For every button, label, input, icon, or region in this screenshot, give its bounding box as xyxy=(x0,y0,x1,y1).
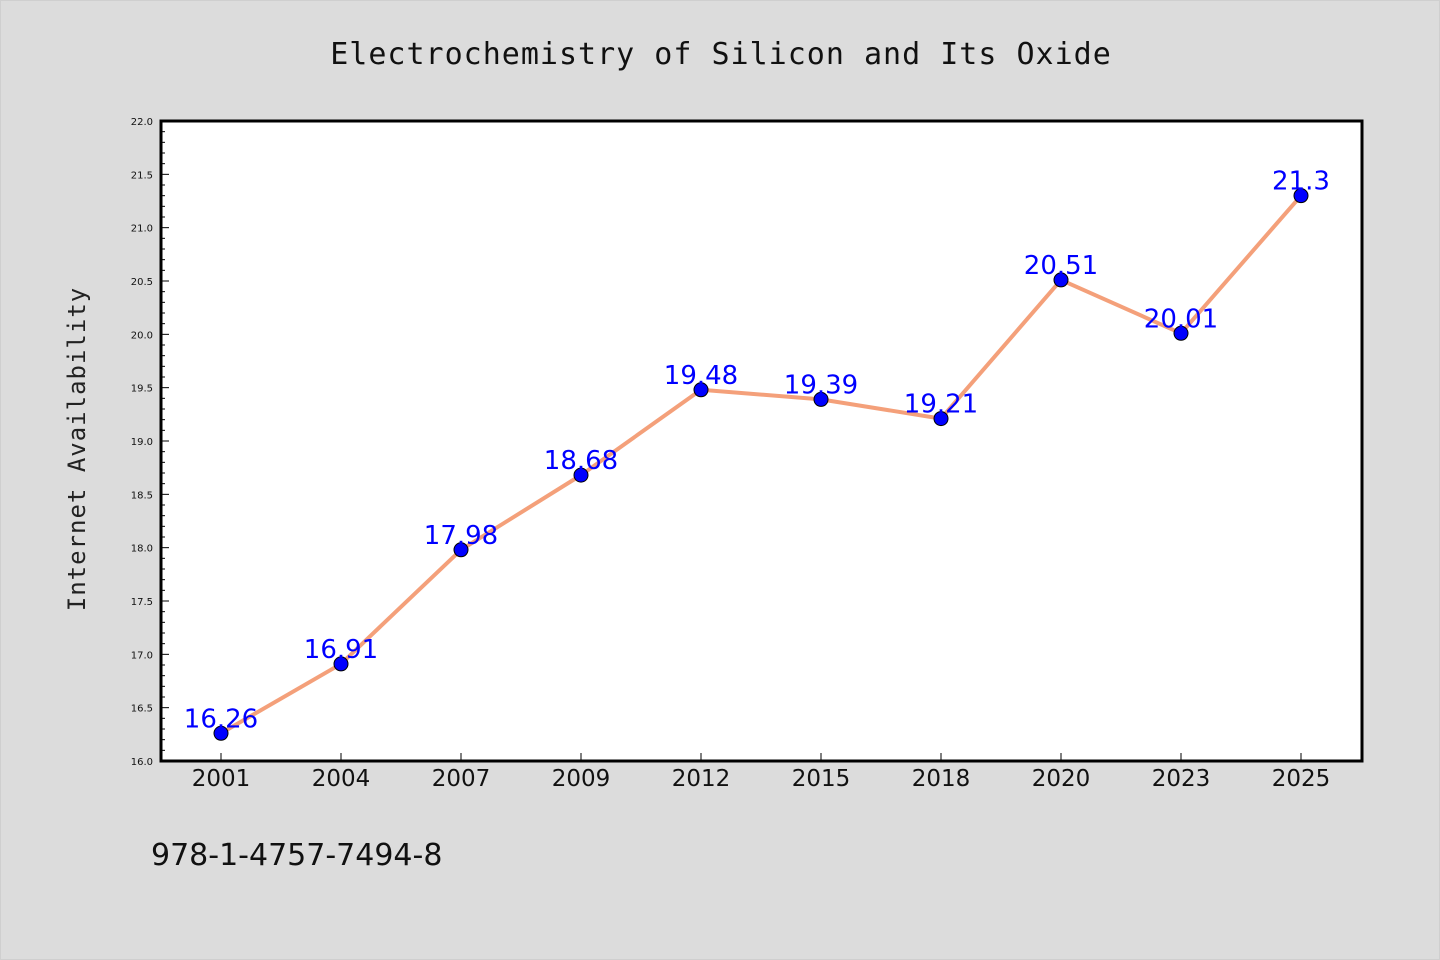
data-series: 16.26 16.91 17.98 18.68 19.48 19.39 19.21 20.51… xyxy=(184,167,1330,741)
series-line xyxy=(219,194,1303,735)
y-axis-label: Internet Availability xyxy=(63,287,91,611)
y-tick-label: 17.5 xyxy=(131,597,153,608)
x-tick-label: 2025 xyxy=(1272,766,1331,792)
x-tick-label: 2009 xyxy=(552,766,611,792)
x-tick-label: 2004 xyxy=(312,766,371,792)
data-label: 16.26 xyxy=(184,704,258,734)
y-tick-label: 19.0 xyxy=(131,437,153,448)
data-label: 16.91 xyxy=(304,635,378,665)
x-tick-label: 2012 xyxy=(672,766,731,792)
data-point xyxy=(213,725,229,741)
y-tick-label: 20.5 xyxy=(131,277,153,288)
y-tick-label: 20.0 xyxy=(131,330,153,341)
y-tick-label: 17.0 xyxy=(131,650,153,661)
data-label: 19.39 xyxy=(784,370,858,400)
data-point xyxy=(453,542,469,558)
x-tick-label: 2001 xyxy=(192,766,251,792)
x-tick-label: 2007 xyxy=(432,766,491,792)
x-axis-ticks: 2001 2004 2007 2009 2012 2015 2018 2020 2023 2025 xyxy=(192,753,1331,792)
data-point xyxy=(1293,188,1309,204)
y-tick-label: 16.0 xyxy=(131,757,153,768)
data-point xyxy=(1173,325,1189,341)
y-tick-label: 21.5 xyxy=(131,170,153,181)
isbn-label: 978-1-4757-7494-8 xyxy=(151,838,442,873)
data-label: 19.21 xyxy=(904,390,978,420)
data-point xyxy=(693,382,709,398)
y-tick-label: 21.0 xyxy=(131,224,153,235)
data-label: 19.48 xyxy=(664,361,738,391)
data-point xyxy=(333,656,349,672)
y-tick-label: 22.0 xyxy=(131,117,153,128)
y-tick-label: 16.5 xyxy=(131,704,153,715)
data-label: 18.68 xyxy=(544,446,618,476)
y-tick-label: 19.5 xyxy=(131,384,153,395)
data-point xyxy=(573,467,589,483)
data-label: 20.01 xyxy=(1144,304,1218,334)
x-tick-label: 2018 xyxy=(912,766,971,792)
x-tick-label: 2015 xyxy=(792,766,851,792)
y-axis-ticks: 16.0 16.5 17.0 17.5 18.0 18.5 19.0 19.5 20.0 20.5… xyxy=(131,117,169,768)
y-tick-label: 18.5 xyxy=(131,490,153,501)
data-label: 17.98 xyxy=(424,521,498,551)
plot-area xyxy=(159,119,1364,763)
chart-title: Electrochemistry of Silicon and Its Oxid… xyxy=(330,37,1112,72)
x-tick-label: 2020 xyxy=(1032,766,1091,792)
x-tick-label: 2023 xyxy=(1152,766,1211,792)
data-label: 21.3 xyxy=(1272,167,1330,197)
data-point xyxy=(1053,272,1069,288)
data-point xyxy=(813,391,829,407)
data-label: 20.51 xyxy=(1024,251,1098,281)
data-point xyxy=(933,411,949,427)
y-tick-label: 18.0 xyxy=(131,544,153,555)
